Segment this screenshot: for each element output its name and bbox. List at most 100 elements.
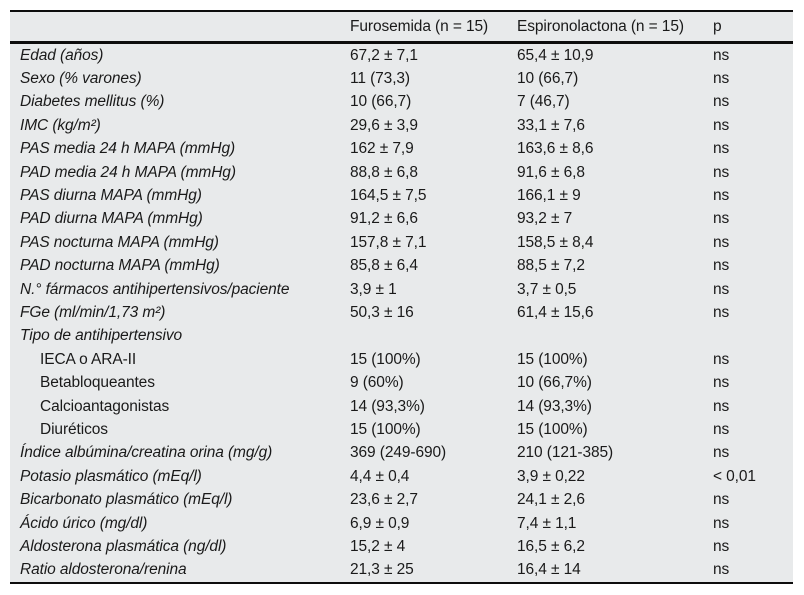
espironolactona-value: 7,4 ± 1,1 — [517, 514, 577, 532]
row-label: N.° fármacos antihipertensivos/paciente — [20, 280, 290, 298]
table-row: Potasio plasmático (mEq/l) 4,4 ± 0,4 3,9… — [10, 465, 793, 488]
espironolactona-value: 15 (100%) — [517, 350, 588, 368]
table-row: Diabetes mellitus (%) 10 (66,7) 7 (46,7)… — [10, 91, 793, 114]
furosemida-value: 157,8 ± 7,1 — [350, 233, 427, 251]
p-value: ns — [713, 397, 730, 415]
furosemida-value: 10 (66,7) — [350, 93, 412, 111]
furosemida-value: 50,3 ± 16 — [350, 303, 414, 321]
table-row: Índice albúmina/creatina orina (mg/g) 36… — [10, 442, 793, 465]
table-row: Edad (años) 67,2 ± 7,1 65,4 ± 10,9 ns — [10, 44, 793, 67]
furosemida-value: 369 (249-690) — [350, 444, 447, 462]
row-label: IECA o ARA-II — [40, 350, 137, 368]
espironolactona-value: 163,6 ± 8,6 — [517, 140, 594, 158]
header-espironolactona: Espironolactona (n = 15) — [517, 17, 684, 35]
p-value: ns — [713, 163, 730, 181]
row-label: Índice albúmina/creatina orina (mg/g) — [20, 444, 273, 462]
espironolactona-value: 33,1 ± 7,6 — [517, 116, 585, 134]
row-label: Sexo (% varones) — [20, 70, 142, 88]
clinical-characteristics-table: Furosemida (n = 15) Espironolactona (n =… — [10, 10, 793, 584]
table-row: Ratio aldosterona/renina 21,3 ± 25 16,4 … — [10, 559, 793, 582]
furosemida-value: 23,6 ± 2,7 — [350, 491, 418, 509]
table-row: Calcioantagonistas 14 (93,3%) 14 (93,3%)… — [10, 395, 793, 418]
furosemida-value: 3,9 ± 1 — [350, 280, 397, 298]
p-value: ns — [713, 350, 730, 368]
row-label: Tipo de antihipertensivo — [20, 327, 183, 345]
row-label: Aldosterona plasmática (ng/dl) — [20, 537, 227, 555]
table-row: Tipo de antihipertensivo — [10, 325, 793, 348]
p-value: ns — [713, 210, 730, 228]
table-row: Aldosterona plasmática (ng/dl) 15,2 ± 4 … — [10, 535, 793, 558]
espironolactona-value: 3,9 ± 0,22 — [517, 467, 585, 485]
p-value: ns — [713, 187, 730, 205]
espironolactona-value: 14 (93,3%) — [517, 397, 592, 415]
p-value: ns — [713, 116, 730, 134]
p-value: ns — [713, 444, 730, 462]
p-value: ns — [713, 374, 730, 392]
espironolactona-value: 10 (66,7) — [517, 70, 579, 88]
furosemida-value: 4,4 ± 0,4 — [350, 467, 410, 485]
p-value: ns — [713, 537, 730, 555]
p-value: ns — [713, 140, 730, 158]
furosemida-value: 67,2 ± 7,1 — [350, 46, 418, 64]
table-row: PAS diurna MAPA (mmHg) 164,5 ± 7,5 166,1… — [10, 184, 793, 207]
furosemida-value: 15 (100%) — [350, 350, 421, 368]
espironolactona-value: 16,4 ± 14 — [517, 561, 581, 579]
table-row: Sexo (% varones) 11 (73,3) 10 (66,7) ns — [10, 67, 793, 90]
furosemida-value: 85,8 ± 6,4 — [350, 257, 418, 275]
row-label: Potasio plasmático (mEq/l) — [20, 467, 202, 485]
espironolactona-value: 61,4 ± 15,6 — [517, 303, 594, 321]
row-label: Ácido úrico (mg/dl) — [20, 514, 148, 532]
espironolactona-value: 3,7 ± 0,5 — [517, 280, 577, 298]
row-label: Calcioantagonistas — [40, 397, 170, 415]
table-row: PAD media 24 h MAPA (mmHg) 88,8 ± 6,8 91… — [10, 161, 793, 184]
espironolactona-value: 15 (100%) — [517, 420, 588, 438]
espironolactona-value: 10 (66,7%) — [517, 374, 592, 392]
furosemida-value: 29,6 ± 3,9 — [350, 116, 418, 134]
p-value: ns — [713, 70, 730, 88]
furosemida-value: 88,8 ± 6,8 — [350, 163, 418, 181]
furosemida-value: 14 (93,3%) — [350, 397, 425, 415]
p-value: ns — [713, 491, 730, 509]
p-value: ns — [713, 280, 730, 298]
p-value: ns — [713, 561, 730, 579]
furosemida-value: 15,2 ± 4 — [350, 537, 406, 555]
table-row: PAS nocturna MAPA (mmHg) 157,8 ± 7,1 158… — [10, 231, 793, 254]
p-value: ns — [713, 233, 730, 251]
espironolactona-value: 88,5 ± 7,2 — [517, 257, 585, 275]
table-row: PAS media 24 h MAPA (mmHg) 162 ± 7,9 163… — [10, 138, 793, 161]
p-value: ns — [713, 514, 730, 532]
row-label: Diuréticos — [40, 420, 108, 438]
table-row: Betabloqueantes 9 (60%) 10 (66,7%) ns — [10, 371, 793, 394]
p-value: ns — [713, 420, 730, 438]
row-label: IMC (kg/m²) — [20, 116, 101, 134]
row-label: Diabetes mellitus (%) — [20, 93, 165, 111]
espironolactona-value: 24,1 ± 2,6 — [517, 491, 585, 509]
row-label: Ratio aldosterona/renina — [20, 561, 187, 579]
header-p-value: p — [713, 17, 722, 35]
furosemida-value: 15 (100%) — [350, 420, 421, 438]
espironolactona-value: 16,5 ± 6,2 — [517, 537, 585, 555]
espironolactona-value: 65,4 ± 10,9 — [517, 46, 594, 64]
furosemida-value: 21,3 ± 25 — [350, 561, 414, 579]
espironolactona-value: 7 (46,7) — [517, 93, 570, 111]
table-row: Diuréticos 15 (100%) 15 (100%) ns — [10, 418, 793, 441]
table-row: Ácido úrico (mg/dl) 6,9 ± 0,9 7,4 ± 1,1 … — [10, 512, 793, 535]
table-row: IECA o ARA-II 15 (100%) 15 (100%) ns — [10, 348, 793, 371]
row-label: PAD diurna MAPA (mmHg) — [20, 210, 203, 228]
p-value: ns — [713, 303, 730, 321]
table-row: FGe (ml/min/1,73 m²) 50,3 ± 16 61,4 ± 15… — [10, 301, 793, 324]
row-label: PAS nocturna MAPA (mmHg) — [20, 233, 219, 251]
furosemida-value: 11 (73,3) — [350, 70, 410, 88]
table-row: IMC (kg/m²) 29,6 ± 3,9 33,1 ± 7,6 ns — [10, 114, 793, 137]
espironolactona-value: 158,5 ± 8,4 — [517, 233, 594, 251]
p-value: ns — [713, 93, 730, 111]
table-header-row: Furosemida (n = 15) Espironolactona (n =… — [10, 12, 793, 44]
furosemida-value: 6,9 ± 0,9 — [350, 514, 410, 532]
furosemida-value: 9 (60%) — [350, 374, 404, 392]
header-furosemida: Furosemida (n = 15) — [350, 17, 489, 35]
espironolactona-value: 93,2 ± 7 — [517, 210, 573, 228]
p-value: ns — [713, 257, 730, 275]
row-label: Betabloqueantes — [40, 374, 155, 392]
table-row: PAD diurna MAPA (mmHg) 91,2 ± 6,6 93,2 ±… — [10, 208, 793, 231]
espironolactona-value: 210 (121-385) — [517, 444, 614, 462]
